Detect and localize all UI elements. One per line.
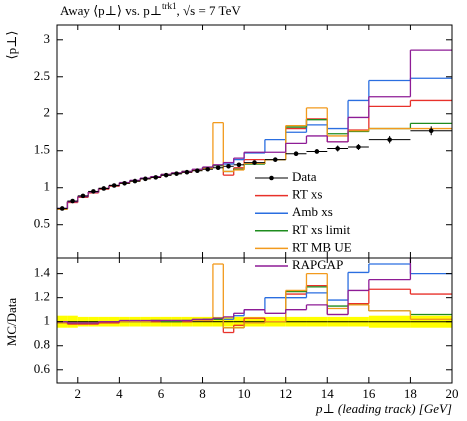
step-connector [66, 50, 412, 209]
y-tick-label: 1.4 [34, 265, 51, 280]
data-point [272, 157, 278, 162]
data-point [91, 189, 96, 194]
x-tick-label: 20 [446, 386, 459, 401]
legend-label: RT xs [292, 187, 322, 202]
data-point [59, 206, 65, 211]
data-point [143, 176, 148, 182]
data-point [356, 144, 361, 150]
x-tick-label: 2 [75, 386, 82, 401]
step-connector [66, 258, 412, 323]
data-point [428, 128, 434, 134]
y-tick-label: 1.2 [34, 289, 50, 304]
data-point [236, 162, 242, 168]
data-point [252, 160, 257, 165]
data-point [153, 175, 159, 180]
data-point [195, 168, 200, 174]
x-tick-label: 14 [321, 386, 335, 401]
y-tick-label: 3 [44, 31, 51, 46]
y-tick-label: 1 [44, 313, 51, 328]
y-tick-label: 2.5 [34, 68, 50, 83]
title-main: Away ⟨p⊥⟩ vs. p⊥ [60, 3, 162, 18]
data-point [111, 183, 117, 188]
ratio-y-axis-label: MC/Data [4, 298, 19, 347]
y-tick-label: 0.8 [34, 337, 50, 352]
x-tick-label: 8 [199, 386, 206, 401]
data-point [80, 193, 86, 199]
x-tick-label: 6 [158, 386, 165, 401]
axes-frame [56, 257, 453, 384]
legend-label: RAPGAP [292, 257, 343, 272]
legend-label: Amb xs [292, 204, 333, 219]
title-sup: trk1 [162, 1, 177, 11]
step-connector [66, 78, 412, 209]
y-tick-label: 2 [44, 105, 51, 120]
data-point [314, 149, 320, 154]
legend-label: Data [292, 169, 317, 184]
data-point [387, 137, 392, 142]
y-tick-label: 0.6 [34, 361, 51, 376]
plot-area [57, 49, 452, 211]
legend-label: RT xs limit [292, 222, 351, 237]
data-point [215, 165, 221, 171]
x-tick-label: 4 [116, 386, 123, 401]
data-point [70, 198, 75, 204]
y-tick-label: 1.5 [34, 142, 50, 157]
x-tick-label: 10 [238, 386, 251, 401]
data-point [184, 169, 190, 175]
plot-area [57, 258, 452, 334]
data-point [226, 163, 231, 169]
x-tick-label: 18 [404, 386, 417, 401]
legend-marker [269, 175, 274, 181]
y-axis-label: ⟨p⊥⟩ [4, 31, 19, 60]
data-point [163, 172, 169, 178]
y-tick-label: 1 [44, 179, 51, 194]
title-end: , √s = 7 TeV [177, 3, 242, 18]
legend-label: RT MB UE [292, 239, 352, 254]
data-point [132, 178, 138, 184]
y-tick-label: 0.5 [34, 216, 50, 231]
data-point [122, 180, 127, 186]
x-tick-label: 16 [362, 386, 376, 401]
x-tick-label: 12 [279, 386, 292, 401]
data-point [293, 151, 299, 157]
step-connector [66, 100, 412, 210]
data-point [335, 146, 340, 151]
chart-title: Away ⟨p⊥⟩ vs. p⊥trk1, √s = 7 TeV [60, 1, 241, 18]
data-point [174, 171, 179, 176]
data-point [101, 186, 107, 191]
data-point [205, 166, 211, 172]
x-axis-label: p⊥ (leading track) [GeV] [315, 401, 452, 416]
axes-frame [56, 24, 453, 259]
